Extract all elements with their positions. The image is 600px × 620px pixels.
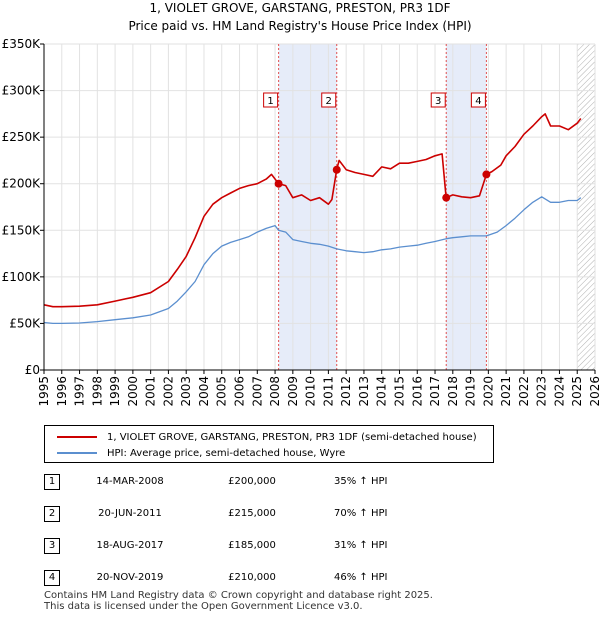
x-tick-label: 2017 <box>428 376 442 407</box>
x-tick-label: 2013 <box>357 376 371 407</box>
x-tick-label: 2007 <box>250 376 264 407</box>
sale-number-badge: 2 <box>44 506 60 522</box>
sale-date: 14-MAR-2008 <box>96 476 164 487</box>
x-tick-label: 2003 <box>179 376 193 407</box>
x-tick-label: 2024 <box>552 376 566 407</box>
x-tick-label: 2001 <box>144 376 158 407</box>
x-tick-label: 2015 <box>392 376 406 407</box>
y-tick-label: £250K <box>2 130 42 144</box>
forecast-hatch-area <box>577 44 595 370</box>
sale-label-box <box>263 92 279 108</box>
hpi-line <box>43 196 582 325</box>
x-tick-label: 2006 <box>233 376 247 407</box>
sale-point <box>482 170 491 179</box>
y-tick-label: £0 <box>25 363 40 377</box>
sale-price: £200,000 <box>228 476 276 487</box>
x-tick-label: 2010 <box>304 376 318 407</box>
x-tick-label: 1997 <box>73 376 87 407</box>
price-chart: 1, VIOLET GROVE, GARSTANG, PRESTON, PR3 … <box>2 1 600 407</box>
y-tick-label: £300K <box>2 84 42 98</box>
sale-date: 20-JUN-2011 <box>98 508 162 519</box>
x-tick-label: 2002 <box>161 376 175 407</box>
x-tick-label: 2005 <box>215 376 229 407</box>
sale-point <box>274 179 283 188</box>
sale-hpi-change: 35% ↑ HPI <box>334 476 388 487</box>
sale-price: £210,000 <box>228 572 276 583</box>
sale-date: 20-NOV-2019 <box>96 572 164 583</box>
sale-label-number: 4 <box>475 96 481 107</box>
x-tick-label: 2022 <box>517 376 531 407</box>
sale-row: 3 18-AUG-2017 £185,000 31% ↑ HPI <box>44 538 564 556</box>
x-tick-label: 1999 <box>108 376 122 407</box>
x-tick-label: 2014 <box>375 376 389 407</box>
chart-subtitle: Price paid vs. HM Land Registry's House … <box>128 19 471 33</box>
x-tick-label: 2011 <box>321 376 335 407</box>
x-tick-label: 2021 <box>499 376 513 407</box>
legend-item-property: 1, VIOLET GROVE, GARSTANG, PRESTON, PR3 … <box>57 429 477 445</box>
footer-line-licence: This data is licensed under the Open Gov… <box>44 601 363 612</box>
sale-number-badge: 1 <box>44 474 60 490</box>
sale-price: £215,000 <box>228 508 276 519</box>
legend-swatch-property <box>57 436 97 438</box>
x-tick-label: 2008 <box>268 376 282 407</box>
chart-title: 1, VIOLET GROVE, GARSTANG, PRESTON, PR3 … <box>149 1 450 15</box>
x-tick-label: 2009 <box>286 376 300 407</box>
sale-point <box>442 193 451 202</box>
x-tick-label: 2020 <box>481 376 495 407</box>
sale-label-box <box>430 92 446 108</box>
sale-number-badge: 4 <box>44 570 60 586</box>
x-tick-label: 2018 <box>446 376 460 407</box>
sale-hpi-change: 31% ↑ HPI <box>334 540 388 551</box>
sale-hpi-change: 70% ↑ HPI <box>334 508 388 519</box>
y-tick-label: £150K <box>2 223 42 237</box>
sale-label-box <box>470 92 486 108</box>
sale-number-badge: 3 <box>44 538 60 554</box>
y-tick-label: £200K <box>2 177 42 191</box>
sale-hpi-change: 46% ↑ HPI <box>334 572 388 583</box>
property-price-line <box>43 113 582 308</box>
legend-label-hpi: HPI: Average price, semi-detached house,… <box>107 447 346 459</box>
legend-item-hpi: HPI: Average price, semi-detached house,… <box>57 445 345 461</box>
x-tick-label: 2026 <box>588 376 600 407</box>
x-tick-label: 1998 <box>90 376 104 407</box>
x-tick-label: 1995 <box>37 376 51 407</box>
x-tick-label: 2012 <box>339 376 353 407</box>
legend-label-property: 1, VIOLET GROVE, GARSTANG, PRESTON, PR3 … <box>107 431 477 443</box>
x-tick-label: 1996 <box>55 376 69 407</box>
y-tick-label: £50K <box>9 316 41 330</box>
sale-price: £185,000 <box>228 540 276 551</box>
y-tick-label: £100K <box>2 270 42 284</box>
sale-label-box <box>321 92 337 108</box>
sale-label-number: 1 <box>267 96 273 107</box>
x-tick-label: 2000 <box>126 376 140 407</box>
sale-row: 4 20-NOV-2019 £210,000 46% ↑ HPI <box>44 570 564 588</box>
x-tick-label: 2025 <box>570 376 584 407</box>
sale-row: 2 20-JUN-2011 £215,000 70% ↑ HPI <box>44 506 564 524</box>
x-tick-label: 2016 <box>410 376 424 407</box>
sale-date: 18-AUG-2017 <box>96 540 164 551</box>
y-tick-label: £350K <box>2 37 42 51</box>
sale-row: 1 14-MAR-2008 £200,000 35% ↑ HPI <box>44 474 564 492</box>
footer-attribution: Contains HM Land Registry data © Crown c… <box>44 590 433 612</box>
sale-label-number: 3 <box>435 96 441 107</box>
x-tick-label: 2004 <box>197 376 211 407</box>
sale-point <box>332 165 341 174</box>
legend: 1, VIOLET GROVE, GARSTANG, PRESTON, PR3 … <box>44 425 494 463</box>
footer-line-copyright: Contains HM Land Registry data © Crown c… <box>44 590 433 601</box>
legend-swatch-hpi <box>57 452 97 454</box>
x-tick-label: 2023 <box>535 376 549 407</box>
sale-label-number: 2 <box>326 96 332 107</box>
x-tick-label: 2019 <box>464 376 478 407</box>
